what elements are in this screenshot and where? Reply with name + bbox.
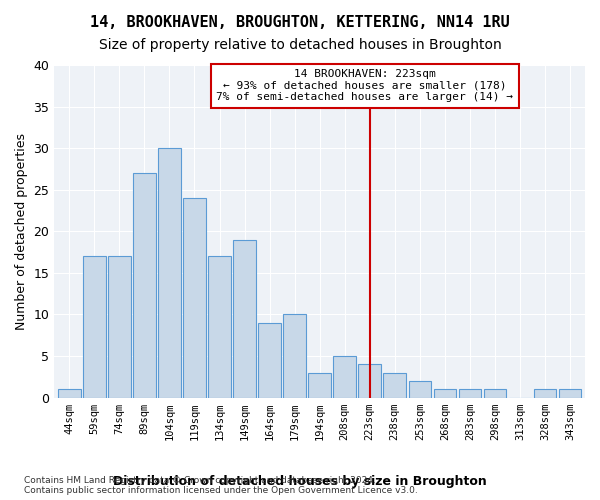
Bar — [358, 364, 381, 398]
Text: 14 BROOKHAVEN: 223sqm
← 93% of detached houses are smaller (178)
7% of semi-deta: 14 BROOKHAVEN: 223sqm ← 93% of detached … — [216, 69, 513, 102]
Bar — [484, 390, 506, 398]
Bar — [233, 240, 256, 398]
Bar — [458, 390, 481, 398]
Text: Contains HM Land Registry data © Crown copyright and database right 2024.
Contai: Contains HM Land Registry data © Crown c… — [24, 476, 418, 495]
Bar — [108, 256, 131, 398]
Bar — [283, 314, 306, 398]
Bar — [383, 372, 406, 398]
Bar — [158, 148, 181, 398]
Bar — [58, 390, 80, 398]
Bar — [409, 381, 431, 398]
Bar — [559, 390, 581, 398]
Y-axis label: Number of detached properties: Number of detached properties — [15, 133, 28, 330]
Bar — [308, 372, 331, 398]
Bar — [434, 390, 456, 398]
Bar — [334, 356, 356, 398]
Text: 14, BROOKHAVEN, BROUGHTON, KETTERING, NN14 1RU: 14, BROOKHAVEN, BROUGHTON, KETTERING, NN… — [90, 15, 510, 30]
Text: Distribution of detached houses by size in Broughton: Distribution of detached houses by size … — [113, 475, 487, 488]
Bar — [183, 198, 206, 398]
Bar — [259, 323, 281, 398]
Bar — [208, 256, 231, 398]
Bar — [133, 173, 155, 398]
Bar — [83, 256, 106, 398]
Bar — [533, 390, 556, 398]
Text: Size of property relative to detached houses in Broughton: Size of property relative to detached ho… — [98, 38, 502, 52]
